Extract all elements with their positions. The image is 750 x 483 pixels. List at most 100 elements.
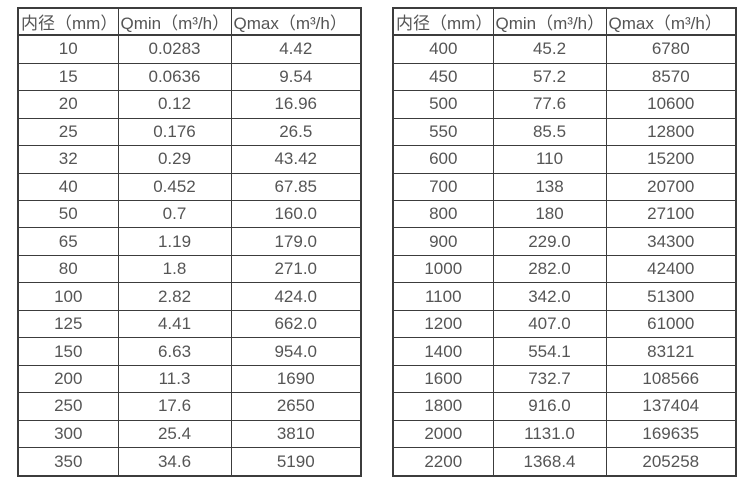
table-row: 250 17.6 2650 xyxy=(17,392,362,421)
table-body: 400 45.2 6780 450 57.2 8570 500 77.6 10600 550 85.… xyxy=(392,34,737,477)
cell: 1600 xyxy=(392,364,494,394)
cell: 600 xyxy=(392,145,494,174)
cell: 6.63 xyxy=(117,337,232,366)
cell: 27100 xyxy=(605,199,737,229)
cell: 15 xyxy=(17,62,119,92)
cell: 50 xyxy=(17,199,119,229)
cell: 800 xyxy=(392,199,494,229)
table-row: 150 6.63 954.0 xyxy=(17,337,362,366)
cell: 10 xyxy=(17,34,119,64)
table-row: 25 0.176 26.5 xyxy=(17,117,362,147)
cell: 300 xyxy=(17,419,119,449)
cell: 1000 xyxy=(392,254,494,284)
flow-table-small-diameters: 内径（mm） Qmin（m³/h） Qmax（m³/h） 10 0.0283 4.4… xyxy=(17,7,362,477)
table-row: 1600 732.7 108566 xyxy=(392,364,737,394)
cell: 11.3 xyxy=(117,364,232,394)
cell: 42400 xyxy=(605,254,737,284)
cell: 67.85 xyxy=(230,172,362,201)
cell: 160.0 xyxy=(230,199,362,229)
cell: 1100 xyxy=(392,282,494,311)
table-row: 200 11.3 1690 xyxy=(17,364,362,394)
cell: 125 xyxy=(17,309,119,339)
col-header-qmax: Qmax（m³/h） xyxy=(605,7,737,36)
cell: 0.176 xyxy=(117,117,232,147)
cell: 137404 xyxy=(605,392,737,421)
cell: 108566 xyxy=(605,364,737,394)
cell: 916.0 xyxy=(492,392,607,421)
col-header-inner-diameter: 内径（mm） xyxy=(17,7,119,36)
cell: 20700 xyxy=(605,172,737,201)
table-row: 1000 282.0 42400 xyxy=(392,254,737,284)
table-body: 10 0.0283 4.42 15 0.0636 9.54 20 0.12 16.96 25 0.1… xyxy=(17,34,362,477)
table-row: 32 0.29 43.42 xyxy=(17,145,362,174)
cell: 9.54 xyxy=(230,62,362,92)
cell: 25.4 xyxy=(117,419,232,449)
cell: 0.452 xyxy=(117,172,232,201)
cell: 43.42 xyxy=(230,145,362,174)
cell: 450 xyxy=(392,62,494,92)
table-row: 900 229.0 34300 xyxy=(392,227,737,256)
cell: 83121 xyxy=(605,337,737,366)
cell: 1.19 xyxy=(117,227,232,256)
cell: 180 xyxy=(492,199,607,229)
cell: 4.42 xyxy=(230,34,362,64)
cell: 554.1 xyxy=(492,337,607,366)
cell: 350 xyxy=(17,447,119,477)
table-row: 40 0.452 67.85 xyxy=(17,172,362,201)
cell: 0.29 xyxy=(117,145,232,174)
table-row: 100 2.82 424.0 xyxy=(17,282,362,311)
cell: 77.6 xyxy=(492,90,607,119)
cell: 6780 xyxy=(605,34,737,64)
cell: 1800 xyxy=(392,392,494,421)
cell: 1200 xyxy=(392,309,494,339)
header-row: 内径（mm） Qmin（m³/h） Qmax（m³/h） xyxy=(17,7,362,36)
cell: 57.2 xyxy=(492,62,607,92)
cell: 900 xyxy=(392,227,494,256)
table-row: 300 25.4 3810 xyxy=(17,419,362,449)
cell: 2000 xyxy=(392,419,494,449)
cell: 12800 xyxy=(605,117,737,147)
table-row: 450 57.2 8570 xyxy=(392,62,737,92)
col-header-qmin: Qmin（m³/h） xyxy=(117,7,232,36)
col-header-qmax: Qmax（m³/h） xyxy=(230,7,362,36)
cell: 2200 xyxy=(392,447,494,477)
table-row: 1400 554.1 83121 xyxy=(392,337,737,366)
table-row: 350 34.6 5190 xyxy=(17,447,362,477)
cell: 250 xyxy=(17,392,119,421)
cell: 407.0 xyxy=(492,309,607,339)
cell: 0.0283 xyxy=(117,34,232,64)
cell: 0.7 xyxy=(117,199,232,229)
cell: 0.12 xyxy=(117,90,232,119)
cell: 1690 xyxy=(230,364,362,394)
cell: 5190 xyxy=(230,447,362,477)
cell: 342.0 xyxy=(492,282,607,311)
cell: 1.8 xyxy=(117,254,232,284)
cell: 16.96 xyxy=(230,90,362,119)
cell: 550 xyxy=(392,117,494,147)
cell: 169635 xyxy=(605,419,737,449)
table-row: 400 45.2 6780 xyxy=(392,34,737,64)
cell: 400 xyxy=(392,34,494,64)
cell: 34.6 xyxy=(117,447,232,477)
table-row: 10 0.0283 4.42 xyxy=(17,34,362,64)
cell: 0.0636 xyxy=(117,62,232,92)
table-row: 500 77.6 10600 xyxy=(392,90,737,119)
cell: 138 xyxy=(492,172,607,201)
cell: 1400 xyxy=(392,337,494,366)
cell: 51300 xyxy=(605,282,737,311)
cell: 10600 xyxy=(605,90,737,119)
flow-table-large-diameters: 内径（mm） Qmin（m³/h） Qmax（m³/h） 400 45.2 6780… xyxy=(392,7,737,477)
table-row: 600 110 15200 xyxy=(392,145,737,174)
cell: 1131.0 xyxy=(492,419,607,449)
cell: 500 xyxy=(392,90,494,119)
col-header-inner-diameter: 内径（mm） xyxy=(392,7,494,36)
cell: 200 xyxy=(17,364,119,394)
cell: 20 xyxy=(17,90,119,119)
cell: 85.5 xyxy=(492,117,607,147)
cell: 15200 xyxy=(605,145,737,174)
cell: 80 xyxy=(17,254,119,284)
cell: 3810 xyxy=(230,419,362,449)
cell: 40 xyxy=(17,172,119,201)
cell: 34300 xyxy=(605,227,737,256)
cell: 8570 xyxy=(605,62,737,92)
